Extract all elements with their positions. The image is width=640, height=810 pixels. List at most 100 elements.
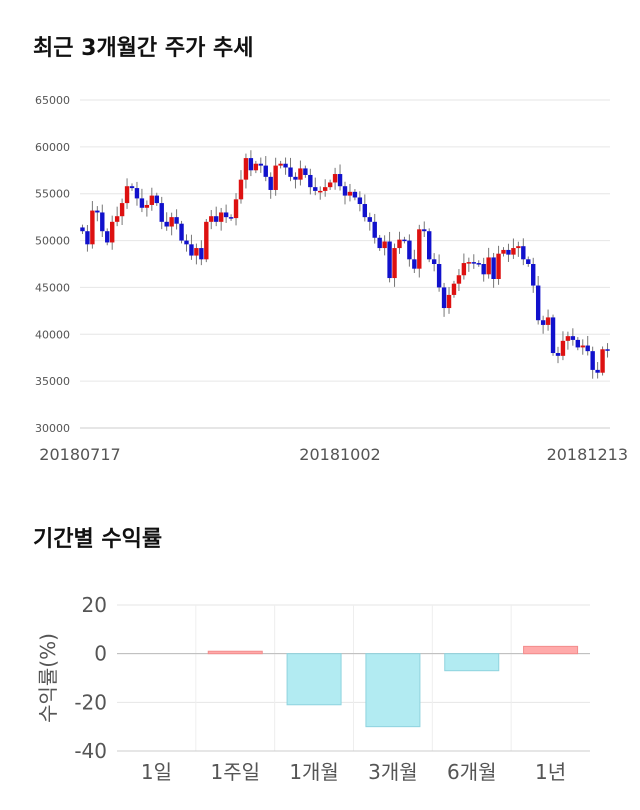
y-tick-label: 35000 [35, 375, 70, 388]
candle-up [516, 246, 521, 249]
candle-up [560, 340, 566, 356]
candle-down [248, 158, 254, 171]
candle-down [506, 249, 511, 255]
candle-up [278, 163, 283, 166]
candle-down [387, 241, 392, 279]
candle-down [303, 168, 308, 175]
y-tick-label: -40 [74, 739, 107, 763]
candle-up [204, 221, 209, 260]
candle-up [209, 216, 214, 222]
return-bar-negative [286, 653, 342, 706]
candle-up [233, 199, 239, 219]
candle-down [263, 165, 268, 177]
return-bar-negative [365, 653, 421, 728]
candle-down [258, 163, 263, 166]
y-axis-label: 수익률(%) [36, 633, 60, 723]
candle-down [174, 217, 179, 224]
candle-down [412, 259, 417, 269]
y-tick-label: 30000 [35, 422, 70, 435]
y-tick-label: 0 [94, 642, 107, 666]
candle-down [372, 221, 377, 238]
candle-down [154, 195, 159, 204]
candle-up [253, 163, 259, 171]
candle-down [184, 240, 189, 245]
candle-down [223, 212, 229, 218]
candle-down [402, 239, 407, 242]
candle-down [422, 229, 427, 232]
candle-up [545, 317, 551, 325]
candle-up [417, 229, 422, 269]
x-tick-label: 1개월 [289, 760, 339, 784]
candle-down [283, 163, 288, 168]
candle-down [540, 320, 546, 325]
candle-down [605, 349, 610, 351]
candle-up [298, 168, 303, 180]
candle-down [189, 244, 194, 256]
candle-up [565, 336, 571, 341]
y-tick-label: 20 [82, 593, 107, 617]
candle-down [164, 221, 169, 227]
x-tick-label: 1년 [535, 760, 566, 784]
candle-down [555, 353, 561, 356]
candle-down [367, 217, 372, 222]
candle-up [114, 216, 120, 222]
y-tick-label: 40000 [35, 328, 70, 341]
candle-up [149, 195, 155, 205]
x-tick-label: 1주일 [210, 760, 260, 784]
x-tick-label: 20180717 [39, 445, 120, 464]
return-bar-positive [523, 645, 579, 655]
candle-down [575, 339, 581, 348]
candlestick-chart: 65000 60000 55000 50000 45000 40000 35000 30000… [35, 94, 628, 464]
candle-up [119, 203, 125, 217]
candle-up [318, 190, 323, 193]
candle-down [337, 174, 343, 187]
candle-down [352, 191, 358, 198]
candle-down [521, 246, 526, 260]
candle-up [124, 186, 130, 204]
candle-down [313, 187, 318, 191]
candle-up [243, 158, 249, 180]
candle-down [342, 186, 348, 196]
y-tick-label: 65000 [35, 94, 70, 107]
candle-up [451, 283, 457, 295]
y-tick-label: 45000 [35, 281, 70, 294]
candle-up [511, 248, 516, 255]
y-tick-label: 55000 [35, 188, 70, 201]
candle-up [600, 349, 605, 373]
candle-up [496, 253, 501, 279]
candle-up [169, 217, 174, 227]
candle-up [194, 248, 199, 256]
candle-up [382, 241, 387, 249]
candle-down [139, 198, 145, 208]
return-bar-positive [207, 650, 263, 655]
candle-down [377, 237, 382, 249]
candle-up [466, 262, 472, 264]
candle-up [486, 257, 491, 275]
candle-down [436, 264, 442, 288]
y-tick-label: -20 [74, 690, 107, 714]
candle-up [327, 182, 333, 188]
candle-down [481, 264, 486, 275]
candle-down [85, 231, 90, 245]
x-tick-label: 20181002 [299, 445, 380, 464]
candle-down [129, 186, 135, 189]
candle-up [501, 249, 506, 254]
candle-down [105, 231, 110, 243]
candle-down [228, 217, 234, 219]
x-tick-label: 20181213 [547, 445, 628, 464]
candle-down [293, 176, 298, 180]
candle-down [427, 231, 432, 260]
candle-down [214, 216, 219, 222]
return-bar-negative [444, 653, 500, 672]
y-tick-label: 50000 [35, 235, 70, 248]
candle-down [288, 167, 293, 177]
candle-down [362, 204, 368, 218]
y-tick-label: 60000 [35, 141, 70, 154]
returns-bar-chart: 20 0 -20 -40 수익률(%) 1일 1주일 1개월 3개월 6개월 1년 [36, 593, 590, 784]
returns-chart-title: 기간별 수익률 [33, 527, 163, 552]
candle-down [159, 203, 164, 222]
candle-down [535, 285, 541, 321]
candle-up [392, 248, 397, 279]
candle-down [441, 287, 447, 309]
candle-up [322, 187, 328, 191]
